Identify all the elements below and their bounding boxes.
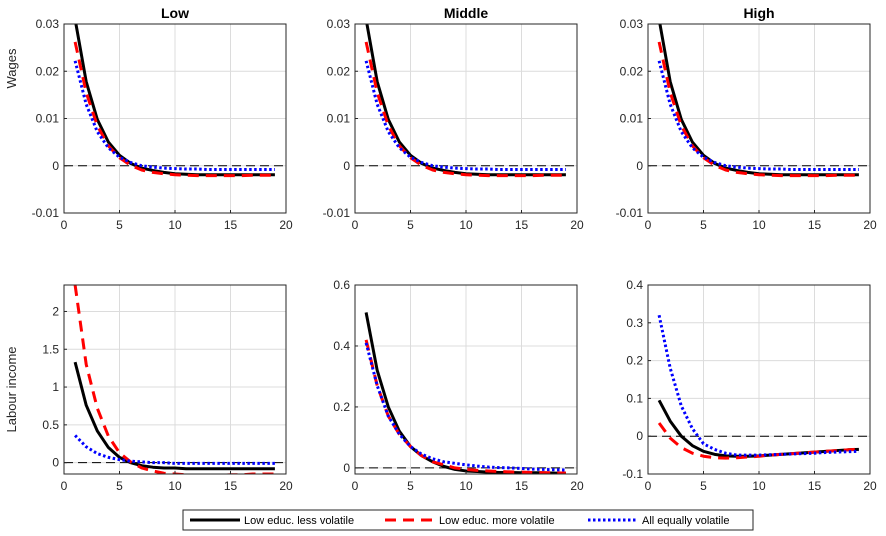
x-tick-label: 20 (570, 479, 584, 493)
y-axis-label: Labour income (4, 347, 19, 433)
series-line-0 (364, 312, 566, 474)
y-tick-label: 2 (52, 304, 59, 318)
x-tick-label: 0 (645, 218, 652, 232)
x-tick-label: 15 (808, 479, 822, 493)
x-tick-label: 10 (752, 218, 766, 232)
y-tick-label: 0.4 (626, 278, 643, 292)
y-tick-label: 0.01 (620, 112, 644, 126)
y-tick-label: -0.01 (616, 206, 644, 220)
legend: Low educ. less volatile Low educ. more v… (182, 509, 754, 531)
x-tick-label: 5 (407, 479, 414, 493)
legend-box (182, 509, 754, 531)
x-tick-label: 20 (570, 218, 584, 232)
y-tick-label: 0.03 (327, 17, 351, 31)
series-line-2 (364, 342, 566, 472)
x-tick-label: 20 (279, 479, 293, 493)
y-tick-label: -0.01 (32, 206, 60, 220)
x-tick-label: 5 (116, 479, 123, 493)
x-tick-label: 5 (116, 218, 123, 232)
panel-1-2: 0 5 10 15 20-0.100.10.20.30.4 (622, 278, 877, 493)
series-line-2 (73, 60, 275, 172)
panel-title: Low (161, 5, 189, 21)
series-group (657, 314, 860, 460)
series-group (657, 24, 859, 178)
x-tick-label: 10 (752, 479, 766, 493)
y-tick-label: 0.6 (333, 278, 350, 292)
x-tick-label: 5 (407, 218, 414, 232)
x-tick-label: 10 (168, 218, 182, 232)
x-tick-label: 15 (515, 479, 529, 493)
x-tick-label: 5 (700, 479, 707, 493)
y-axis-label: Wages (4, 48, 19, 88)
y-tick-label: 0 (636, 429, 643, 443)
series-line-0 (73, 361, 275, 471)
series-group (73, 24, 275, 178)
series-line-2 (657, 314, 859, 457)
legend-label-0: Low educ. less volatile (244, 515, 354, 527)
series-line-2 (74, 434, 275, 465)
panel-title: High (743, 5, 774, 21)
series-group (364, 312, 566, 474)
series-line-2 (657, 60, 859, 172)
x-tick-label: 15 (224, 218, 238, 232)
x-tick-label: 15 (808, 218, 822, 232)
legend-label-2: All equally volatile (642, 515, 729, 527)
x-tick-label: 0 (352, 479, 359, 493)
y-tick-label: 0 (636, 159, 643, 173)
x-tick-label: 15 (224, 479, 238, 493)
series-group (73, 285, 275, 474)
x-tick-label: 20 (863, 479, 877, 493)
y-tick-label: 0.02 (620, 64, 644, 78)
x-tick-label: 0 (645, 479, 652, 493)
x-tick-label: 5 (700, 218, 707, 232)
y-tick-label: 0.4 (333, 339, 350, 353)
x-tick-label: 10 (168, 479, 182, 493)
y-tick-label: 0 (343, 461, 350, 475)
x-tick-label: 10 (459, 479, 473, 493)
panel-1-0: 0 5 10 15 20 0 0.5 1 1.5 2 Labour income (4, 284, 293, 493)
y-tick-label: 0.3 (626, 316, 643, 330)
panel-1-1: 0 5 10 15 20 0 0.2 0.4 0.6 (333, 278, 584, 493)
x-tick-label: 20 (863, 218, 877, 232)
series-line-1 (364, 339, 566, 474)
y-tick-label: 0.01 (327, 112, 351, 126)
x-tick-label: 15 (515, 218, 529, 232)
y-tick-label: -0.01 (323, 206, 351, 220)
legend-label-1: Low educ. more volatile (439, 515, 555, 527)
y-tick-label: 0.01 (36, 112, 60, 126)
panel-title: Middle (444, 5, 489, 21)
y-tick-label: 0 (343, 159, 350, 173)
y-tick-label: 0.03 (620, 17, 644, 31)
y-tick-label: 0.1 (626, 391, 643, 405)
y-tick-label: -0.1 (622, 467, 643, 481)
y-tick-label: 0.2 (333, 400, 350, 414)
x-tick-label: 20 (279, 218, 293, 232)
y-tick-label: 0.02 (327, 64, 351, 78)
x-tick-label: 0 (61, 218, 68, 232)
series-group (364, 24, 566, 178)
series-line-2 (364, 60, 566, 172)
x-tick-label: 10 (459, 218, 473, 232)
x-tick-label: 0 (61, 479, 68, 493)
y-tick-label: 0.02 (36, 64, 60, 78)
y-tick-label: 0.03 (36, 17, 60, 31)
x-tick-label: 0 (352, 218, 359, 232)
y-tick-label: 0.5 (42, 418, 59, 432)
y-tick-label: 1.5 (42, 342, 59, 356)
y-tick-label: 0 (52, 159, 59, 173)
y-tick-label: 1 (52, 380, 59, 394)
y-tick-label: 0.2 (626, 354, 643, 368)
y-tick-label: 0 (52, 456, 59, 470)
